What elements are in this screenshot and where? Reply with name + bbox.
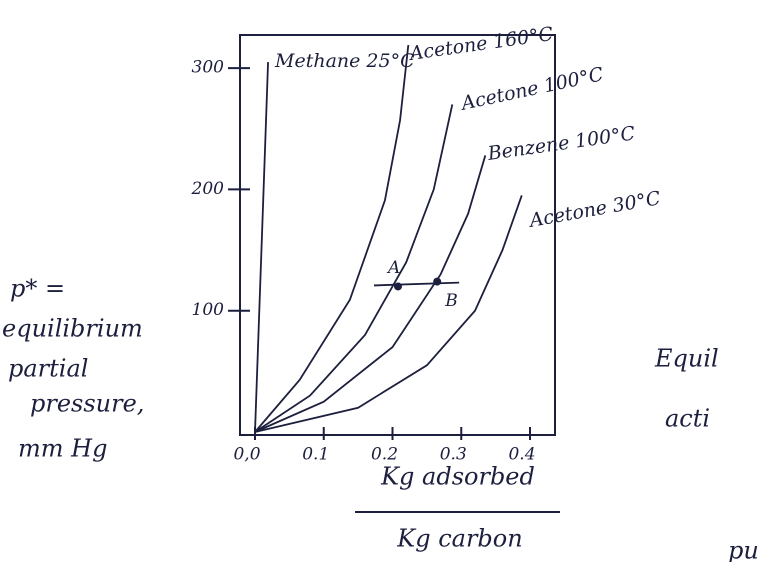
point-label: B (444, 291, 458, 311)
chart: 0,0 0.1 0.2 0.3 0.4 100 200 300 p* = equilibrium p… (0, 0, 762, 562)
point (433, 278, 441, 286)
point (394, 282, 402, 290)
x-axis-label: Kg carbon (396, 525, 522, 553)
series-label: Acetone 30°C (526, 187, 663, 232)
y-axis-label: pressure, (30, 390, 144, 418)
series-label: Benzene 100°C (485, 122, 637, 165)
cut-off-text: Equil (654, 345, 719, 373)
series-label: Acetone 100°C (458, 63, 606, 115)
y-tick-label: 100 (192, 300, 225, 320)
y-axis-label: mm Hg (18, 435, 107, 463)
series-line (255, 62, 268, 432)
series-label: Methane 25°C (274, 50, 415, 72)
cut-off-text: acti (665, 405, 710, 433)
series-line (255, 104, 452, 432)
point-label: A (386, 258, 400, 278)
series-label: Acetone 160°C (406, 23, 555, 65)
x-axis-label: Kg adsorbed (380, 463, 535, 491)
y-tick-label: 300 (192, 58, 225, 78)
x-tick-label: 0.1 (302, 445, 329, 465)
tie-line (374, 283, 459, 286)
y-tick-label: 200 (191, 179, 225, 199)
x-tick-label: 0.3 (440, 445, 467, 465)
x-tick-label: 0.2 (371, 445, 398, 465)
cut-off-text: pu (728, 537, 759, 562)
y-axis-label: equilibrium (2, 315, 143, 343)
series-line (255, 45, 408, 432)
series-line (255, 195, 522, 432)
x-tick-label: 0.4 (508, 445, 535, 465)
y-axis-label: p* = (10, 275, 65, 303)
x-tick-label: 0,0 (233, 445, 260, 465)
y-axis-label: partial (8, 355, 88, 383)
